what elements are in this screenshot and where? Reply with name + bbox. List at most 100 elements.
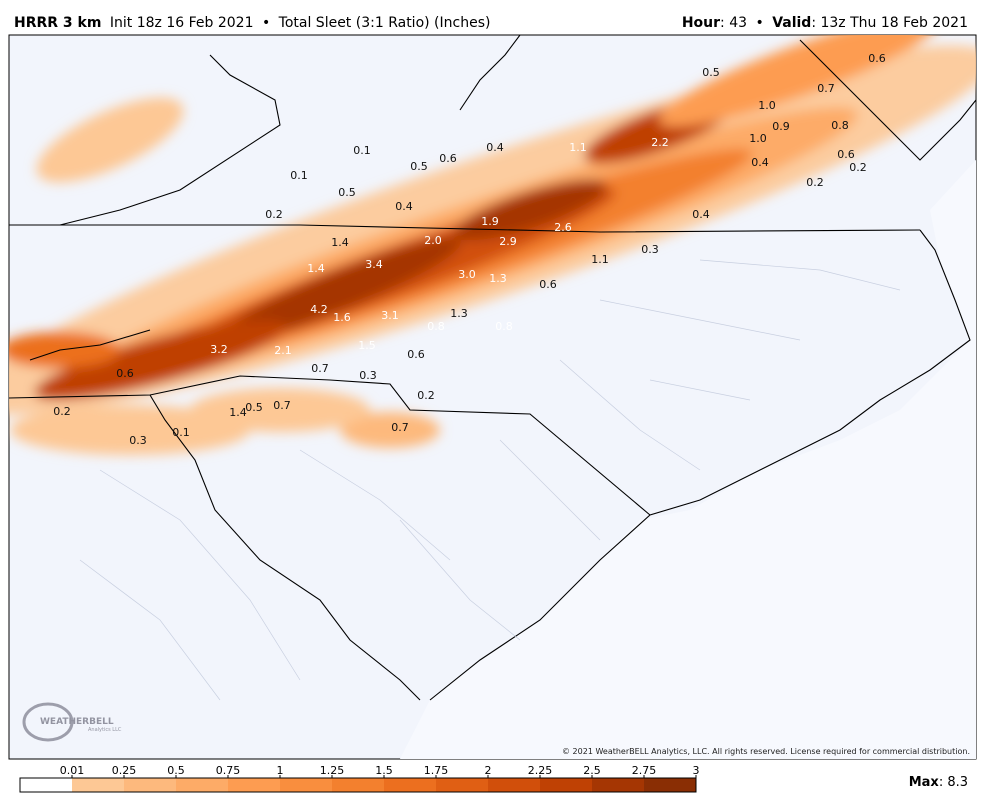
map-value-label: 0.3: [359, 369, 377, 382]
colorbar-frame: [19, 777, 697, 793]
map-value-label: 0.2: [417, 389, 435, 402]
colorbar-segment: [592, 778, 644, 792]
map-value-label: 0.6: [539, 278, 557, 291]
logo: WEATHERBELL Analytics LLC: [22, 702, 122, 742]
map-layer: 0.50.60.71.00.9 0.81.02.20.60.20.40.21.10…: [9, 35, 976, 759]
valid-label: Valid: [772, 15, 811, 31]
map-value-label: 0.7: [391, 421, 409, 434]
map-value-label: 0.4: [751, 156, 769, 169]
map-value-label: 0.4: [486, 141, 504, 154]
map-value-label: 1.1: [569, 141, 587, 154]
map-value-label: 1.4: [307, 262, 325, 275]
sleet-field: [9, 35, 976, 455]
map-value-label: 0.8: [495, 320, 513, 333]
colorbar-segment: [384, 778, 436, 792]
colorbar-tick-label: 3: [693, 764, 700, 777]
max-label: Max: [909, 775, 940, 790]
ocean: [400, 160, 976, 759]
map-value-label: 0.4: [395, 200, 413, 213]
map-value-label: 1.0: [749, 132, 767, 145]
map-value-label: 0.2: [265, 208, 283, 221]
colorbar-segment: [176, 778, 228, 792]
product: Total Sleet (3:1 Ratio) (Inches): [278, 15, 491, 31]
separator: •: [755, 15, 763, 31]
colorbar-segment: [540, 778, 592, 792]
colorbar-segment: [332, 778, 384, 792]
map-value-label: 0.5: [245, 401, 263, 414]
map-value-label: 3.4: [365, 258, 383, 271]
logo-sub: Analytics LLC: [88, 727, 122, 733]
map-value-label: 1.4: [331, 236, 349, 249]
map-value-label: 0.3: [641, 243, 659, 256]
colorbar-tick-label: 0.5: [167, 764, 185, 777]
map-value-label: 2.2: [651, 136, 669, 149]
map-value-label: 3.1: [381, 309, 399, 322]
header-right: Hour: 43 • Valid: 13z Thu 18 Feb 2021: [682, 15, 968, 31]
map-labels: 0.50.60.71.00.9 0.81.02.20.60.20.40.21.10…: [53, 52, 886, 447]
map-value-label: 1.1: [591, 253, 609, 266]
hour-label: Hour: [682, 15, 720, 31]
colorbar-tick-label: 1: [277, 764, 284, 777]
colorbar-tick-label: 2.5: [583, 764, 601, 777]
map-value-label: 1.3: [489, 272, 507, 285]
logo-name: WEATHERBELL: [40, 717, 114, 727]
max-value: : 8.3: [939, 775, 968, 790]
colorbar-tick-label: 1.75: [424, 764, 449, 777]
map-value-label: 1.9: [481, 215, 499, 228]
map-value-label: 3.2: [210, 343, 228, 356]
map-value-label: 0.5: [410, 160, 428, 173]
colorbar-segment: [488, 778, 540, 792]
county-lines: [79, 259, 901, 701]
colorbar-segment: [72, 778, 124, 792]
map-value-label: 0.8: [831, 119, 849, 132]
separator: •: [262, 15, 270, 31]
map-value-label: 0.7: [311, 362, 329, 375]
max: Max: 8.3: [909, 775, 968, 790]
colorbar-segment: [124, 778, 176, 792]
colorbar-tick-label: 2.75: [632, 764, 657, 777]
map-value-label: 0.3: [129, 434, 147, 447]
map-value-label: 0.6: [116, 367, 134, 380]
map-value-label: 0.2: [849, 161, 867, 174]
colorbar: 0.01 0.25 0.5 0.75 1 1.25 1.5 1.75 2 2.25 2.5 2.75 3: [19, 764, 700, 793]
map-value-label: 0.1: [290, 169, 308, 182]
colorbar-tick-label: 2.25: [528, 764, 553, 777]
map-value-label: 1.4: [229, 406, 247, 419]
map-value-label: 1.5: [358, 339, 376, 352]
state-borders: [9, 35, 976, 701]
map-value-label: 2.6: [554, 221, 572, 234]
map-value-label: 0.6: [439, 152, 457, 165]
colorbar-segment: [228, 778, 280, 792]
map-value-label: 0.6: [407, 348, 425, 361]
header-left: HRRR 3 km Init 18z 16 Feb 2021 • Total S…: [14, 15, 490, 31]
map-value-label: 0.4: [692, 208, 710, 221]
colorbar-segment: [436, 778, 488, 792]
map-value-label: 3.0: [458, 268, 476, 281]
map-value-label: 0.5: [338, 186, 356, 199]
map-value-label: 0.6: [837, 148, 855, 161]
map-value-label: 1.6: [333, 311, 351, 324]
colorbar-tick-label: 1.25: [320, 764, 345, 777]
map-value-label: 0.1: [353, 144, 371, 157]
colorbar-segment: [644, 778, 696, 792]
colorbar-segment: [280, 778, 332, 792]
map-value-label: 0.1: [172, 426, 190, 439]
map-value-label: 0.2: [53, 405, 71, 418]
map-value-label: 2.1: [274, 344, 292, 357]
map-value-label: 0.2: [806, 176, 824, 189]
map-value-label: 4.2: [310, 303, 328, 316]
map-value-label: 0.9: [772, 120, 790, 133]
model: HRRR 3 km: [14, 15, 101, 31]
map-value-label: 1.0: [758, 99, 776, 112]
map-value-label: 1.3: [450, 307, 468, 320]
map-value-label: 2.9: [499, 235, 517, 248]
map-value-label: 0.8: [427, 320, 445, 333]
valid-value: : 13z Thu 18 Feb 2021: [811, 15, 968, 31]
colorbar-tick-label: 0.25: [112, 764, 137, 777]
colorbar-tick-label: 1.5: [375, 764, 393, 777]
map-value-label: 0.5: [702, 66, 720, 79]
colorbar-segment: [20, 778, 72, 792]
hour-value: : 43: [720, 15, 747, 31]
map-value-label: 0.7: [273, 399, 291, 412]
